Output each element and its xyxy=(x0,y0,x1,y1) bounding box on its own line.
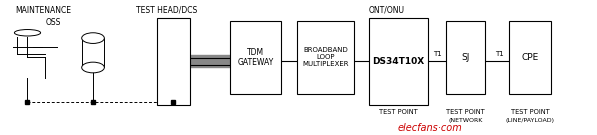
Text: elecfans·com: elecfans·com xyxy=(397,123,462,133)
Text: SJ: SJ xyxy=(461,53,470,62)
Text: OSS: OSS xyxy=(45,18,61,27)
Bar xyxy=(509,21,551,94)
Text: T1: T1 xyxy=(433,51,442,57)
Bar xyxy=(297,21,354,94)
Text: TEST POINT: TEST POINT xyxy=(511,109,550,115)
Ellipse shape xyxy=(82,33,104,43)
Text: TEST POINT: TEST POINT xyxy=(379,109,418,115)
Text: (NETWORK: (NETWORK xyxy=(448,118,482,123)
Text: TEST POINT: TEST POINT xyxy=(446,109,485,115)
Text: TDM
GATEWAY: TDM GATEWAY xyxy=(237,48,273,67)
Bar xyxy=(446,21,485,94)
Text: T1: T1 xyxy=(496,51,504,57)
Bar xyxy=(157,18,189,105)
Text: TEST HEAD/DCS: TEST HEAD/DCS xyxy=(137,6,198,15)
Text: BROADBAND
LOOP
MULTIPLEXER: BROADBAND LOOP MULTIPLEXER xyxy=(302,48,349,68)
Text: CPE: CPE xyxy=(522,53,539,62)
Ellipse shape xyxy=(14,30,41,36)
Text: (LINE/PAYLOAD): (LINE/PAYLOAD) xyxy=(506,118,555,123)
Text: ONT/ONU: ONT/ONU xyxy=(369,6,405,15)
Text: MAINTENANCE: MAINTENANCE xyxy=(16,6,72,15)
Bar xyxy=(230,21,281,94)
Text: DS34T10X: DS34T10X xyxy=(373,57,424,66)
Bar xyxy=(369,18,428,105)
Bar xyxy=(82,38,104,68)
Ellipse shape xyxy=(82,62,104,73)
